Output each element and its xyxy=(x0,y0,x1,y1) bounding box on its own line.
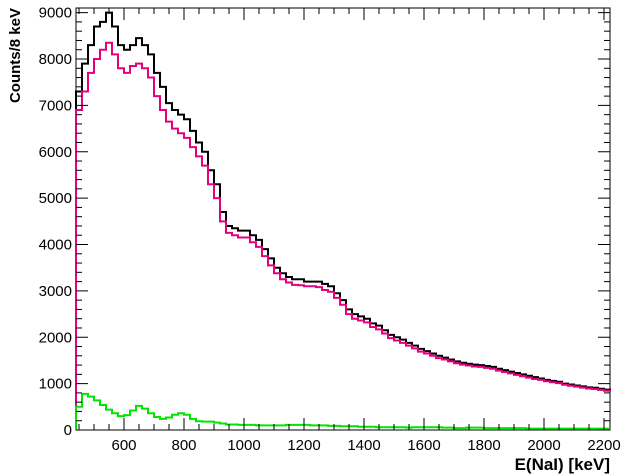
black-spectrum xyxy=(75,11,611,430)
x-tick-label: 800 xyxy=(171,437,196,454)
x-axis-title: E(NaI) [keV] xyxy=(515,455,610,474)
x-tick-label: 1000 xyxy=(227,437,260,454)
y-tick-label: 5000 xyxy=(39,190,72,207)
y-tick-label: 1000 xyxy=(39,376,72,393)
x-tick-label: 2200 xyxy=(587,437,620,454)
x-tick-label: 1600 xyxy=(407,437,440,454)
y-tick-label: 7000 xyxy=(39,97,72,114)
y-tick-label: 4000 xyxy=(39,237,72,254)
y-axis: 0 1000 2000 3000 4000 5000 6000 7000 8000 9000 xyxy=(39,5,610,439)
x-tick-label: 2000 xyxy=(527,437,560,454)
series-layer xyxy=(75,11,611,430)
x-tick-label: 1400 xyxy=(347,437,380,454)
y-axis-title: Counts/8 keV xyxy=(7,8,24,103)
x-tick-label: 1200 xyxy=(287,437,320,454)
y-tick-label: 9000 xyxy=(39,5,72,22)
y-tick-label: 6000 xyxy=(39,144,72,161)
x-tick-label: 600 xyxy=(111,437,136,454)
green-spectrum xyxy=(75,392,610,430)
y-tick-label: 3000 xyxy=(39,283,72,300)
magenta-spectrum xyxy=(75,41,611,430)
y-tick-label: 2000 xyxy=(39,329,72,346)
y-tick-label: 0 xyxy=(64,422,72,439)
x-tick-label: 1800 xyxy=(467,437,500,454)
y-tick-label: 8000 xyxy=(39,51,72,68)
x-axis: 600 800 1000 1200 1400 1600 1800 2000 2200 xyxy=(78,8,621,454)
